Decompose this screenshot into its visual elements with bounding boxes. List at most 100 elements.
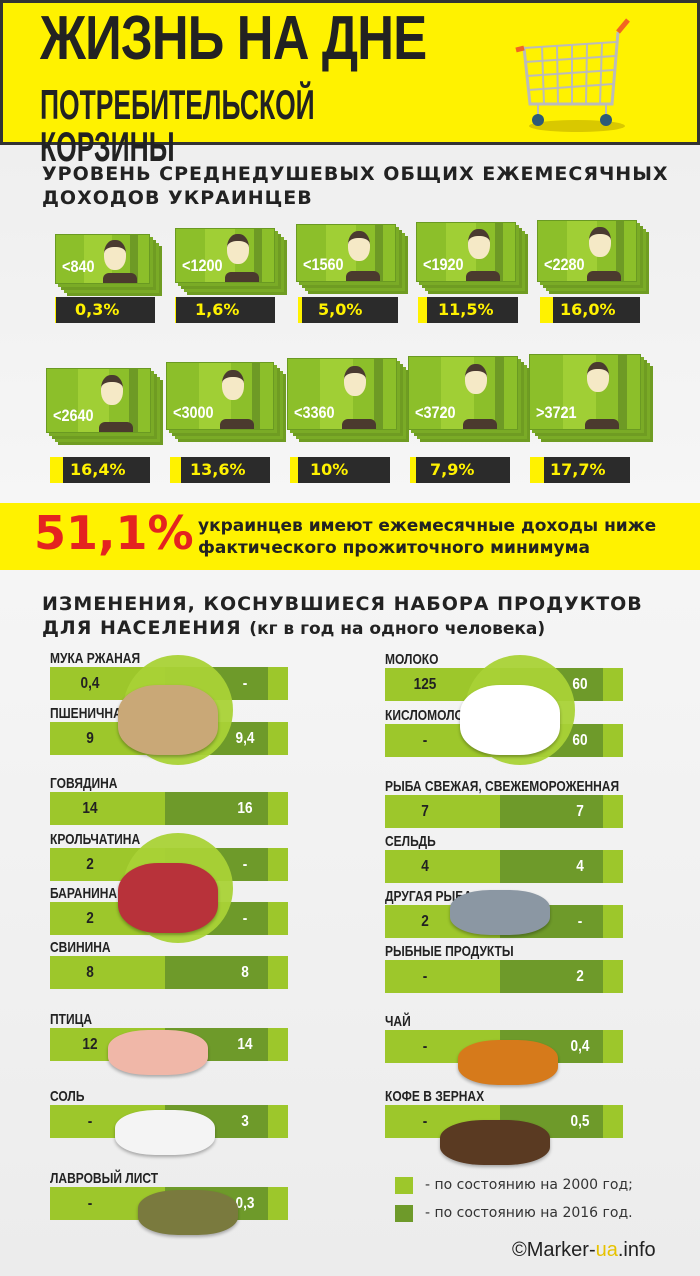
income-amount: <1200 [182, 256, 223, 275]
share-indicator [170, 457, 181, 483]
income-amount: <1920 [423, 255, 464, 274]
income-share: 16,4% [50, 457, 150, 483]
value-2016: 7 [576, 803, 584, 820]
product-label: КРОЛЬЧАТИНА [50, 831, 141, 848]
highlight-text-line2: фактического прожиточного минимума [198, 538, 590, 558]
banknote-stack: <3000 [166, 362, 274, 430]
income-amount: >3721 [536, 403, 577, 422]
portrait-icon [467, 228, 490, 259]
banknote-stripe [374, 359, 384, 429]
banknote-stack: <840 [55, 234, 150, 284]
value-2000: 2 [421, 913, 429, 930]
portrait-icon [344, 366, 367, 396]
flour-sacks-image [118, 685, 218, 755]
value-2016: 0,4 [570, 1038, 590, 1055]
portrait-icon [587, 362, 610, 393]
portrait-icon [347, 230, 370, 261]
banknote-stack: >3721 [529, 354, 641, 430]
value-2016: - [242, 910, 248, 927]
highlight-band [0, 503, 700, 570]
value-2000: 2 [86, 856, 94, 873]
value-2000: - [422, 1038, 428, 1055]
legend-label-2000: - по состоянию на 2000 год; [425, 1177, 633, 1193]
value-2000: - [87, 1195, 93, 1212]
bar-2016-segment [165, 792, 268, 825]
product-label: КОФЕ В ЗЕРНАХ [385, 1088, 485, 1105]
income-title: УРОВЕНЬ СРЕДНЕДУШЕВЫХ ОБЩИХ ЕЖЕМЕСЯЧНЫХ … [42, 162, 669, 210]
portrait-icon [104, 239, 127, 270]
income-share-value: 7,9% [430, 460, 475, 479]
income-title-line1: УРОВЕНЬ СРЕДНЕДУШЕВЫХ ОБЩИХ ЕЖЕМЕСЯЧНЫХ [42, 163, 669, 185]
value-2016: 14 [237, 1036, 253, 1053]
share-indicator [410, 457, 417, 483]
value-2000: 0,4 [80, 675, 100, 692]
portrait-icon [588, 227, 611, 257]
value-2016: 2 [576, 968, 584, 985]
income-share-value: 16,4% [70, 460, 126, 479]
income-share-value: 17,7% [550, 460, 606, 479]
income-share: 10% [290, 457, 390, 483]
portrait-coat [102, 273, 137, 283]
copyright-ua: ua [595, 1239, 618, 1261]
legend-swatch-2016 [395, 1205, 413, 1222]
product-label: БАРАНИНА [50, 885, 118, 902]
value-2000: 4 [421, 858, 429, 875]
income-title-line2: ДОХОДОВ УКРАИНЦЕВ [42, 187, 313, 209]
value-2016: 60 [572, 676, 588, 693]
banknote-stripe [616, 221, 625, 281]
income-share-value: 13,6% [190, 460, 246, 479]
product-label: ЛАВРОВЫЙ ЛИСТ [50, 1170, 159, 1187]
value-2000: 2 [86, 910, 94, 927]
product-label: МУКА РЖАНАЯ [50, 650, 141, 667]
portrait-icon [226, 234, 249, 265]
product-label: СОЛЬ [50, 1088, 85, 1105]
product-bar: -2 [385, 960, 623, 993]
banknote-stripe [130, 235, 138, 283]
portrait-coat [346, 271, 380, 281]
banknote-stack: <1920 [416, 222, 516, 282]
product-label: ПШЕНИЧНАЯ [50, 705, 131, 722]
bar-2016-segment [500, 850, 603, 883]
products-title: ИЗМЕНЕНИЯ, КОСНУВШИЕСЯ НАБОРА ПРОДУКТОВ … [42, 592, 643, 641]
income-amount: <2640 [53, 406, 94, 425]
income-share-value: 1,6% [195, 300, 240, 319]
share-indicator [55, 297, 56, 323]
income-amount: <3360 [294, 403, 335, 422]
bar-2016-segment [165, 956, 268, 989]
value-2016: - [242, 856, 248, 873]
banknote-stack: <2640 [46, 368, 151, 433]
share-indicator [540, 297, 553, 323]
product-label: ЧАЙ [385, 1013, 411, 1030]
product-label: РЫБНЫЕ ПРОДУКТЫ [385, 943, 514, 960]
income-amount: <1560 [303, 255, 344, 274]
banknote-stripe [618, 355, 627, 429]
milk-jug-image [460, 685, 560, 755]
highlight-text-line1: украинцев имеют ежемесячные доходы ниже [198, 516, 657, 536]
meat-image [118, 863, 218, 933]
value-2016: 3 [241, 1113, 249, 1130]
value-2000: - [87, 1113, 93, 1130]
value-2016: 16 [237, 800, 253, 817]
income-amount: <3720 [415, 403, 456, 422]
income-share: 11,5% [418, 297, 518, 323]
share-indicator [50, 457, 64, 483]
title-line1: ЖИЗНЬ НА ДНЕ [40, 4, 427, 73]
product-label: ДРУГАЯ РЫБА [385, 888, 473, 905]
value-2000: 8 [86, 964, 94, 981]
income-share-value: 11,5% [438, 300, 494, 319]
banknote-stack: <1560 [296, 224, 396, 282]
portrait-coat [466, 271, 500, 281]
income-amount: <2280 [544, 255, 585, 274]
portrait-icon [465, 364, 488, 395]
banknote-stripe [495, 357, 505, 429]
value-2016: 60 [572, 732, 588, 749]
portrait-coat [463, 419, 497, 429]
product-label: СЕЛЬДЬ [385, 833, 436, 850]
share-indicator [290, 457, 298, 483]
portrait-coat [587, 271, 621, 281]
legend-label-2016: - по состоянию на 2016 год. [425, 1205, 633, 1221]
income-share: 16,0% [540, 297, 640, 323]
copyright-prefix: ©Marker- [512, 1239, 596, 1261]
income-share: 5,0% [298, 297, 398, 323]
